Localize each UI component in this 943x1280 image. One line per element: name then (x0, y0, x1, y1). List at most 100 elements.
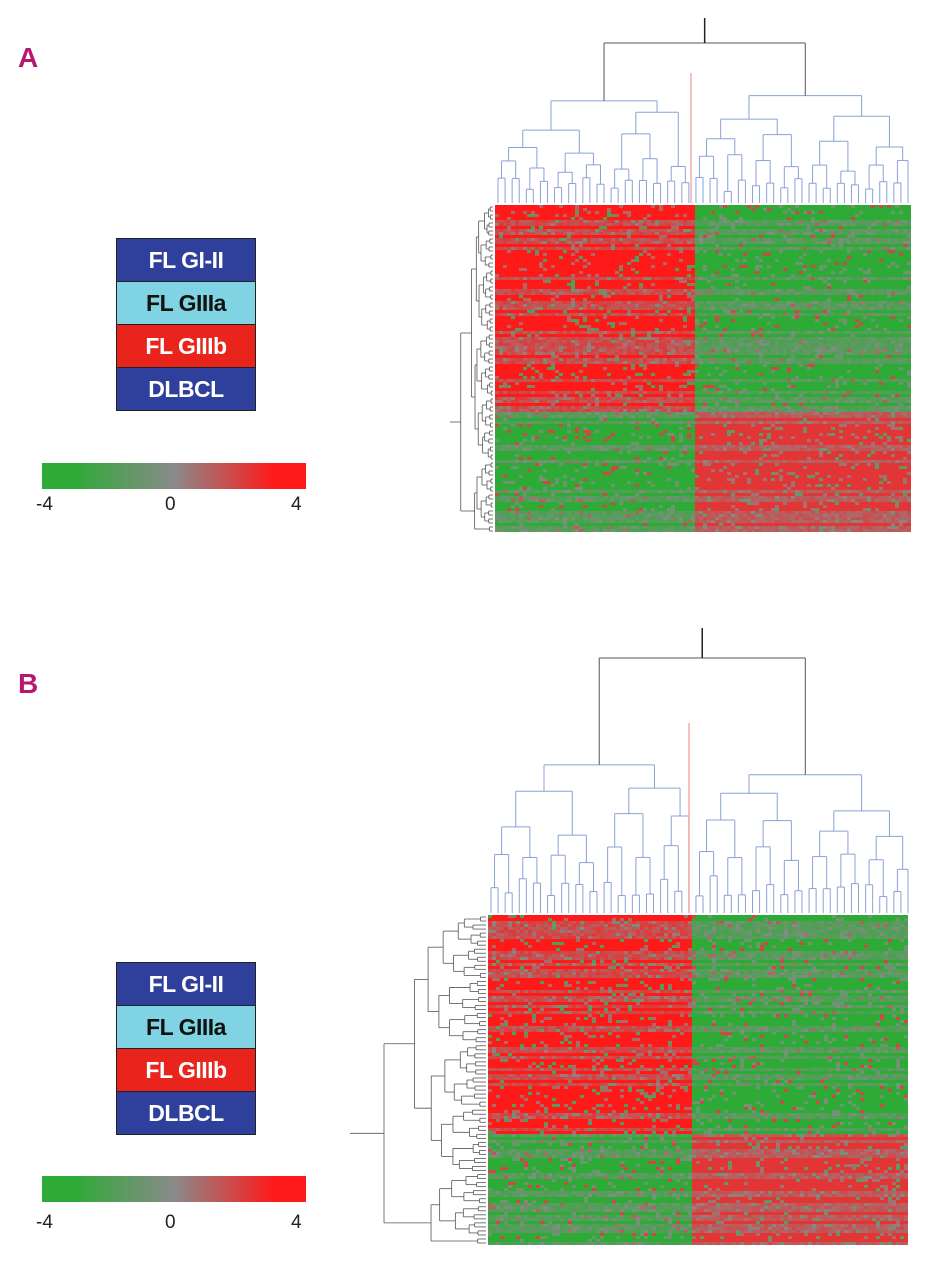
heatmap-cell (719, 241, 723, 244)
heatmap-cell (891, 292, 895, 295)
heatmap-cell (523, 208, 527, 211)
heatmap-cell (543, 313, 547, 316)
heatmap-cell (735, 223, 739, 226)
heatmap-cell (647, 277, 651, 280)
heatmap-cell (903, 220, 907, 223)
heatmap-cell (863, 214, 867, 217)
heatmap-cell (695, 244, 699, 247)
heatmap-cell (791, 271, 795, 274)
heatmap-cell (807, 217, 811, 220)
heatmap-cell (759, 250, 763, 253)
heatmap-cell (683, 268, 687, 271)
heatmap-cell (851, 307, 855, 310)
heatmap-cell (603, 295, 607, 298)
heatmap-cell (631, 220, 635, 223)
heatmap-cell (603, 292, 607, 295)
heatmap-cell (839, 238, 843, 241)
heatmap-cell (791, 325, 795, 328)
heatmap-cell (735, 214, 739, 217)
heatmap-cell (715, 292, 719, 295)
heatmap-cell (559, 286, 563, 289)
heatmap-cell (635, 334, 639, 337)
heatmap-cell (775, 262, 779, 265)
heatmap-cell (751, 277, 755, 280)
heatmap-cell (675, 256, 679, 259)
heatmap-cell (731, 337, 735, 340)
heatmap-cell (907, 280, 911, 283)
heatmap-cell (579, 328, 583, 331)
heatmap-cell (695, 295, 699, 298)
heatmap-cell (639, 223, 643, 226)
heatmap-cell (519, 298, 523, 301)
heatmap-cell (887, 310, 891, 313)
heatmap-cell (703, 295, 707, 298)
heatmap-cell (859, 274, 863, 277)
heatmap-cell (579, 316, 583, 319)
heatmap-cell (711, 292, 715, 295)
heatmap-cell (759, 337, 763, 340)
heatmap-cell (783, 331, 787, 334)
heatmap-cell (859, 265, 863, 268)
panel-b-scale-mid: 0 (165, 1212, 176, 1234)
heatmap-cell (607, 310, 611, 313)
heatmap-cell (583, 325, 587, 328)
heatmap-cell (539, 295, 543, 298)
heatmap-cell (867, 319, 871, 322)
heatmap-cell (783, 223, 787, 226)
heatmap-cell (735, 328, 739, 331)
heatmap-cell (751, 316, 755, 319)
heatmap-cell (707, 292, 711, 295)
heatmap-cell (659, 214, 663, 217)
heatmap-cell (523, 250, 527, 253)
heatmap-cell (755, 208, 759, 211)
heatmap-cell (867, 313, 871, 316)
heatmap-cell (675, 304, 679, 307)
heatmap-cell (827, 292, 831, 295)
heatmap-cell (843, 265, 847, 268)
heatmap-cell (831, 208, 835, 211)
heatmap-cell (735, 277, 739, 280)
heatmap-cell (499, 259, 503, 262)
heatmap-cell (751, 256, 755, 259)
heatmap-cell (847, 259, 851, 262)
heatmap-cell (679, 226, 683, 229)
heatmap-cell (895, 265, 899, 268)
heatmap-cell (855, 208, 859, 211)
heatmap-cell (807, 334, 811, 337)
heatmap-cell (599, 307, 603, 310)
heatmap-cell (863, 301, 867, 304)
heatmap-cell (615, 346, 619, 349)
heatmap-cell (823, 328, 827, 331)
heatmap-cell (795, 328, 799, 331)
heatmap-cell (627, 319, 631, 322)
heatmap-cell (707, 259, 711, 262)
heatmap-cell (827, 271, 831, 274)
heatmap-cell (675, 301, 679, 304)
heatmap-cell (851, 205, 855, 208)
heatmap-cell (891, 289, 895, 292)
heatmap-cell (871, 313, 875, 316)
heatmap-cell (723, 214, 727, 217)
heatmap-cell (595, 232, 599, 235)
heatmap-cell (635, 229, 639, 232)
heatmap-cell (531, 295, 535, 298)
heatmap-cell (551, 283, 555, 286)
heatmap-cell (851, 253, 855, 256)
heatmap-cell (563, 232, 567, 235)
heatmap-cell (887, 277, 891, 280)
heatmap-cell (507, 328, 511, 331)
heatmap-cell (499, 208, 503, 211)
heatmap-cell (647, 274, 651, 277)
heatmap-cell (767, 205, 771, 208)
heatmap-cell (499, 307, 503, 310)
heatmap-cell (899, 301, 903, 304)
heatmap-cell (631, 256, 635, 259)
heatmap-cell (603, 214, 607, 217)
heatmap-cell (719, 301, 723, 304)
heatmap-cell (903, 271, 907, 274)
heatmap-cell (703, 259, 707, 262)
heatmap-cell (511, 271, 515, 274)
heatmap-cell (871, 337, 875, 340)
heatmap-cell (827, 220, 831, 223)
heatmap-cell (695, 280, 699, 283)
